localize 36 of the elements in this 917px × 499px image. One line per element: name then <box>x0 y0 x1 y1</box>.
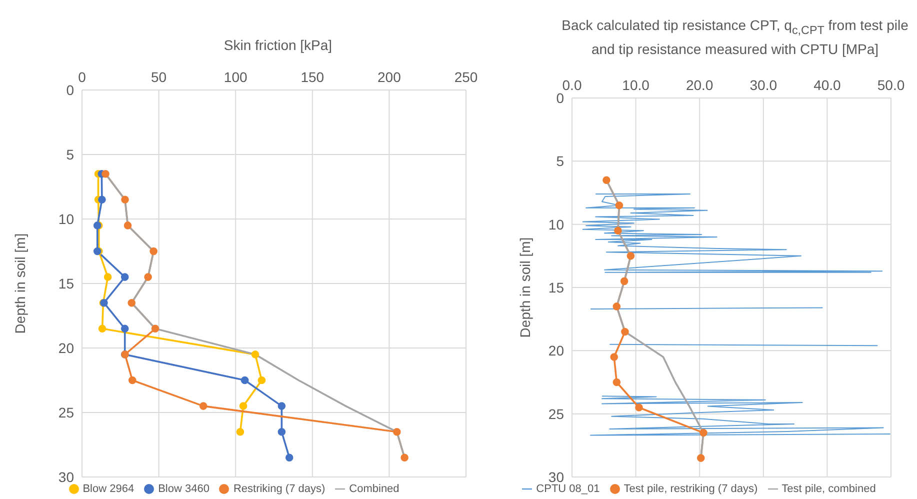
x-tick-label: 30.0 <box>750 77 778 93</box>
x-tick-label: 10.0 <box>622 77 650 93</box>
x-tick-label: 0 <box>78 69 86 85</box>
x-tick-label: 20.0 <box>686 77 714 93</box>
y-tick-label: 25 <box>58 404 74 420</box>
y-tick-label: 0 <box>556 90 564 106</box>
legend-label: CPTU 08_01 <box>536 483 600 495</box>
x-tick-label: 200 <box>378 69 402 85</box>
x-tick-label: 50.0 <box>877 77 905 93</box>
x-tick-label: 50 <box>151 69 167 85</box>
x-tick-label: 150 <box>300 69 324 85</box>
x-tick-label: 0.0 <box>562 77 582 93</box>
y-tick-label: 15 <box>548 279 564 296</box>
y-axis-title: Depth in soil [m] <box>12 233 28 334</box>
legend-label: Blow 3460 <box>158 483 210 495</box>
y-tick-label: 10 <box>58 210 74 227</box>
x-tick-label: 40.0 <box>814 77 842 93</box>
y-tick-label: 30 <box>58 468 74 485</box>
legend-label: Restriking (7 days) <box>233 483 326 495</box>
legend-label: Test pile, restriking (7 days) <box>624 483 758 495</box>
legend-label: Test pile, combined <box>782 483 876 495</box>
y-tick-label: 15 <box>58 275 74 292</box>
x-axis-title: Back calculated tip resistance CPT, q$_{c,CPT}$ from test pile and tip resistance measured with CPTU [MPa] <box>560 16 910 58</box>
y-tick-label: 20 <box>58 340 74 356</box>
y-tick-label: 10 <box>548 216 564 232</box>
y-tick-label: 20 <box>548 342 564 359</box>
y-tick-label: 30 <box>548 468 564 485</box>
x-axis-title: Skin friction [kPa] <box>222 36 334 54</box>
legend-label: Blow 2964 <box>82 483 134 495</box>
legend-label: Combined <box>349 483 400 495</box>
y-axis-title: Depth in soil [m] <box>516 237 533 338</box>
x-tick-label: 100 <box>224 69 248 85</box>
y-tick-label: 5 <box>66 146 74 162</box>
y-tick-label: 5 <box>556 153 564 170</box>
y-tick-label: 25 <box>548 406 564 422</box>
x-tick-label: 250 <box>454 69 478 85</box>
